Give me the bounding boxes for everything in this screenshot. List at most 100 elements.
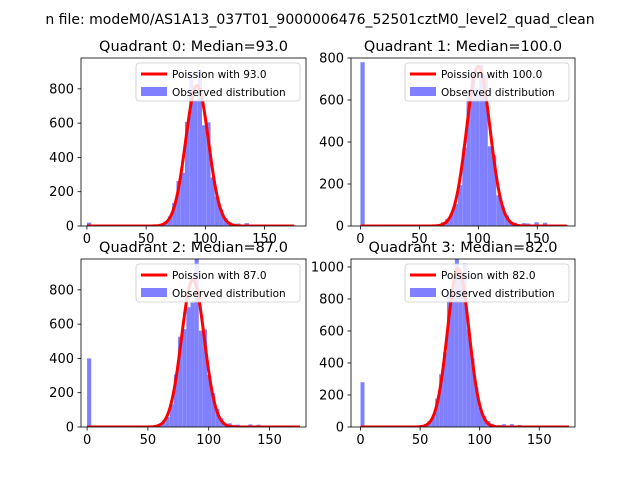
x-tick-label: 50: [411, 232, 428, 247]
histogram-bar: [198, 330, 203, 427]
x-tick-label: 150: [527, 433, 552, 448]
histogram-bar: [487, 146, 493, 226]
histogram-bar: [496, 195, 501, 226]
histogram-bar: [534, 222, 539, 226]
y-tick-label: 600: [319, 94, 344, 109]
y-tick-label: 600: [49, 117, 74, 132]
x-tick-label: 50: [140, 433, 157, 448]
histogram-bar: [172, 202, 177, 226]
x-tick-label: 100: [467, 433, 492, 448]
histogram-bar: [165, 416, 170, 427]
legend-hist-label: Observed distribution: [172, 288, 286, 300]
x-tick-label: 150: [252, 232, 277, 247]
histogram-bar: [431, 416, 436, 427]
y-tick-label: 800: [49, 283, 74, 298]
chart-title: Quadrant 3: Median=82.0: [369, 240, 558, 256]
chart-title: Quadrant 2: Median=87.0: [99, 240, 288, 256]
x-tick-label: 0: [356, 232, 364, 247]
histogram-bar: [462, 263, 467, 427]
histogram-bar: [207, 375, 212, 427]
x-tick-label: 100: [193, 232, 218, 247]
histogram-bar: [210, 177, 215, 226]
histogram-bar: [182, 329, 187, 427]
legend-patch-swatch: [141, 288, 167, 297]
y-tick-label: 600: [319, 325, 344, 340]
legend: Poission with 100.0 Observed distribution: [404, 62, 570, 102]
histogram-bar: [453, 203, 459, 226]
legend: Poission with 87.0 Observed distribution: [135, 263, 301, 303]
poisson-fit-line: [86, 83, 295, 226]
histogram-bar: [466, 329, 471, 427]
y-tick-label: 400: [319, 136, 344, 151]
y-tick-label: 0: [66, 421, 74, 436]
x-tick-label: 100: [196, 433, 221, 448]
histogram-bar: [176, 181, 181, 226]
legend-patch-swatch: [410, 288, 436, 297]
x-tick-label: 50: [138, 232, 155, 247]
histogram-bar: [86, 222, 92, 226]
histogram-bar: [202, 125, 207, 226]
legend-patch-swatch: [410, 87, 436, 96]
legend-fit-label: Poission with 87.0: [172, 270, 267, 282]
histogram-bar: [190, 302, 195, 427]
y-tick-label: 600: [49, 318, 74, 333]
axes-frame: [80, 258, 307, 428]
histogram-bar: [435, 398, 440, 427]
histogram-bar: [466, 89, 471, 226]
x-tick-label: 50: [412, 433, 429, 448]
histogram-bar: [482, 416, 487, 427]
legend: Poission with 82.0 Observed distribution: [404, 263, 570, 303]
legend-patch-swatch: [141, 87, 167, 96]
chart-panel-2: 0 50 100 150 0 200 400 600 800 Quadrant 2: Median…: [49, 240, 307, 448]
x-tick-label: 150: [257, 433, 282, 448]
histogram-bar: [504, 215, 509, 226]
histogram-bar: [186, 307, 191, 427]
x-tick-label: 100: [466, 232, 491, 247]
legend-hist-label: Observed distribution: [441, 288, 555, 300]
axes-frame: [350, 258, 576, 428]
legend-fit-label: Poission with 100.0: [441, 69, 542, 81]
histogram-bar: [454, 259, 459, 427]
histogram-bar: [360, 382, 365, 427]
chart-title: Quadrant 1: Median=100.0: [364, 39, 562, 55]
y-tick-label: 800: [319, 52, 344, 67]
histogram-bar: [167, 216, 173, 226]
histogram-bar: [189, 74, 194, 226]
histogram-bar: [500, 206, 505, 226]
histogram-bar: [542, 222, 548, 226]
x-tick-label: 0: [356, 433, 364, 448]
histogram-bar: [219, 209, 224, 226]
axes-frame: [80, 57, 307, 227]
histogram-bar: [173, 374, 179, 427]
histogram-bar: [180, 172, 185, 226]
histogram-bar: [161, 422, 166, 427]
histogram-bar: [470, 73, 476, 226]
histogram-bar: [478, 407, 483, 427]
y-tick-label: 0: [336, 421, 344, 436]
y-tick-label: 400: [49, 151, 74, 166]
histogram-bar: [211, 393, 216, 427]
histogram-bar: [178, 336, 183, 427]
y-tick-label: 200: [49, 185, 74, 200]
x-tick-label: 150: [525, 232, 550, 247]
histogram-bar: [443, 352, 448, 427]
histogram-bar: [215, 408, 220, 427]
legend-hist-label: Observed distribution: [172, 87, 286, 99]
y-tick-label: 0: [336, 220, 344, 235]
y-tick-label: 200: [49, 386, 74, 401]
y-tick-label: 800: [49, 82, 74, 97]
legend-fit-label: Poission with 82.0: [441, 270, 536, 282]
y-tick-label: 1000: [311, 261, 344, 276]
histogram-bar: [169, 404, 174, 427]
histogram-bar: [194, 259, 199, 427]
histogram-bar: [462, 147, 467, 226]
histogram-bar: [202, 329, 207, 427]
histogram-bar: [479, 64, 484, 226]
y-tick-label: 0: [66, 220, 74, 235]
histogram-bar: [223, 218, 228, 226]
legend-fit-label: Poission with 93.0: [172, 69, 267, 81]
histogram-bar: [214, 196, 220, 226]
y-tick-label: 200: [319, 389, 344, 404]
y-tick-label: 400: [49, 352, 74, 367]
